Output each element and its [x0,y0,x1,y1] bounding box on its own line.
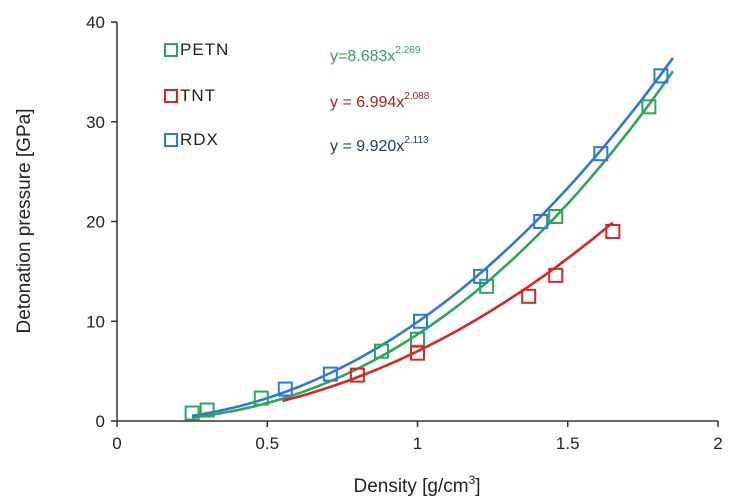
legend-label-petn: PETN [180,40,229,59]
y-axis-title: Detonation pressure [GPa] [14,109,35,334]
data-markers [184,68,669,421]
data-point-tnt [521,288,537,304]
equation-rdx: y = 9.920x2.113 [330,135,429,155]
fit-curves [191,57,674,419]
data-point-rdx [277,381,293,397]
data-point-rdx [593,146,609,162]
x-tick-label: 2 [713,434,722,453]
legend: PETN TNT RDX [164,40,229,149]
data-point-petn [253,390,269,406]
data-point-petn [184,405,200,421]
data-point-petn [641,99,657,115]
fit-curve-rdx [191,57,674,417]
equation-petn: y=8.683x2.269 [330,45,421,65]
legend-label-rdx: RDX [180,130,219,149]
fit-curve-petn [191,70,674,419]
legend-marker-rdx [164,133,178,147]
legend-label-tnt: TNT [180,86,216,105]
data-point-rdx [653,68,669,84]
fit-curve-tnt [281,221,614,403]
data-point-rdx [413,313,429,329]
data-point-tnt [410,345,425,361]
data-point-petn [548,209,564,225]
data-point-tnt [349,367,365,383]
x-axis-title: Density [g/cm3] [353,473,480,497]
y-tick-label: 30 [86,113,105,132]
y-tick-label: 20 [86,213,105,232]
data-point-petn [373,343,389,359]
y-tick-label: 40 [86,13,105,32]
y-tick-label: 10 [86,312,105,331]
data-point-tnt [605,223,621,239]
fit-equations: y=8.683x2.269 y = 6.994x2.088 y = 9.920x2.… [330,45,430,155]
equation-tnt: y = 6.994x2.088 [330,91,430,111]
legend-marker-petn [164,43,178,57]
data-point-rdx [533,214,549,229]
data-point-petn [199,402,215,418]
data-point-rdx [473,268,489,284]
data-point-tnt [548,267,564,283]
x-tick-label: 0 [112,434,121,453]
x-tick-label: 1.5 [556,434,580,453]
x-tick-label: 0.5 [255,434,279,453]
x-tick-label: 1 [413,434,422,453]
y-tick-label: 0 [96,412,105,431]
data-point-rdx [322,366,338,382]
legend-marker-tnt [164,89,178,103]
